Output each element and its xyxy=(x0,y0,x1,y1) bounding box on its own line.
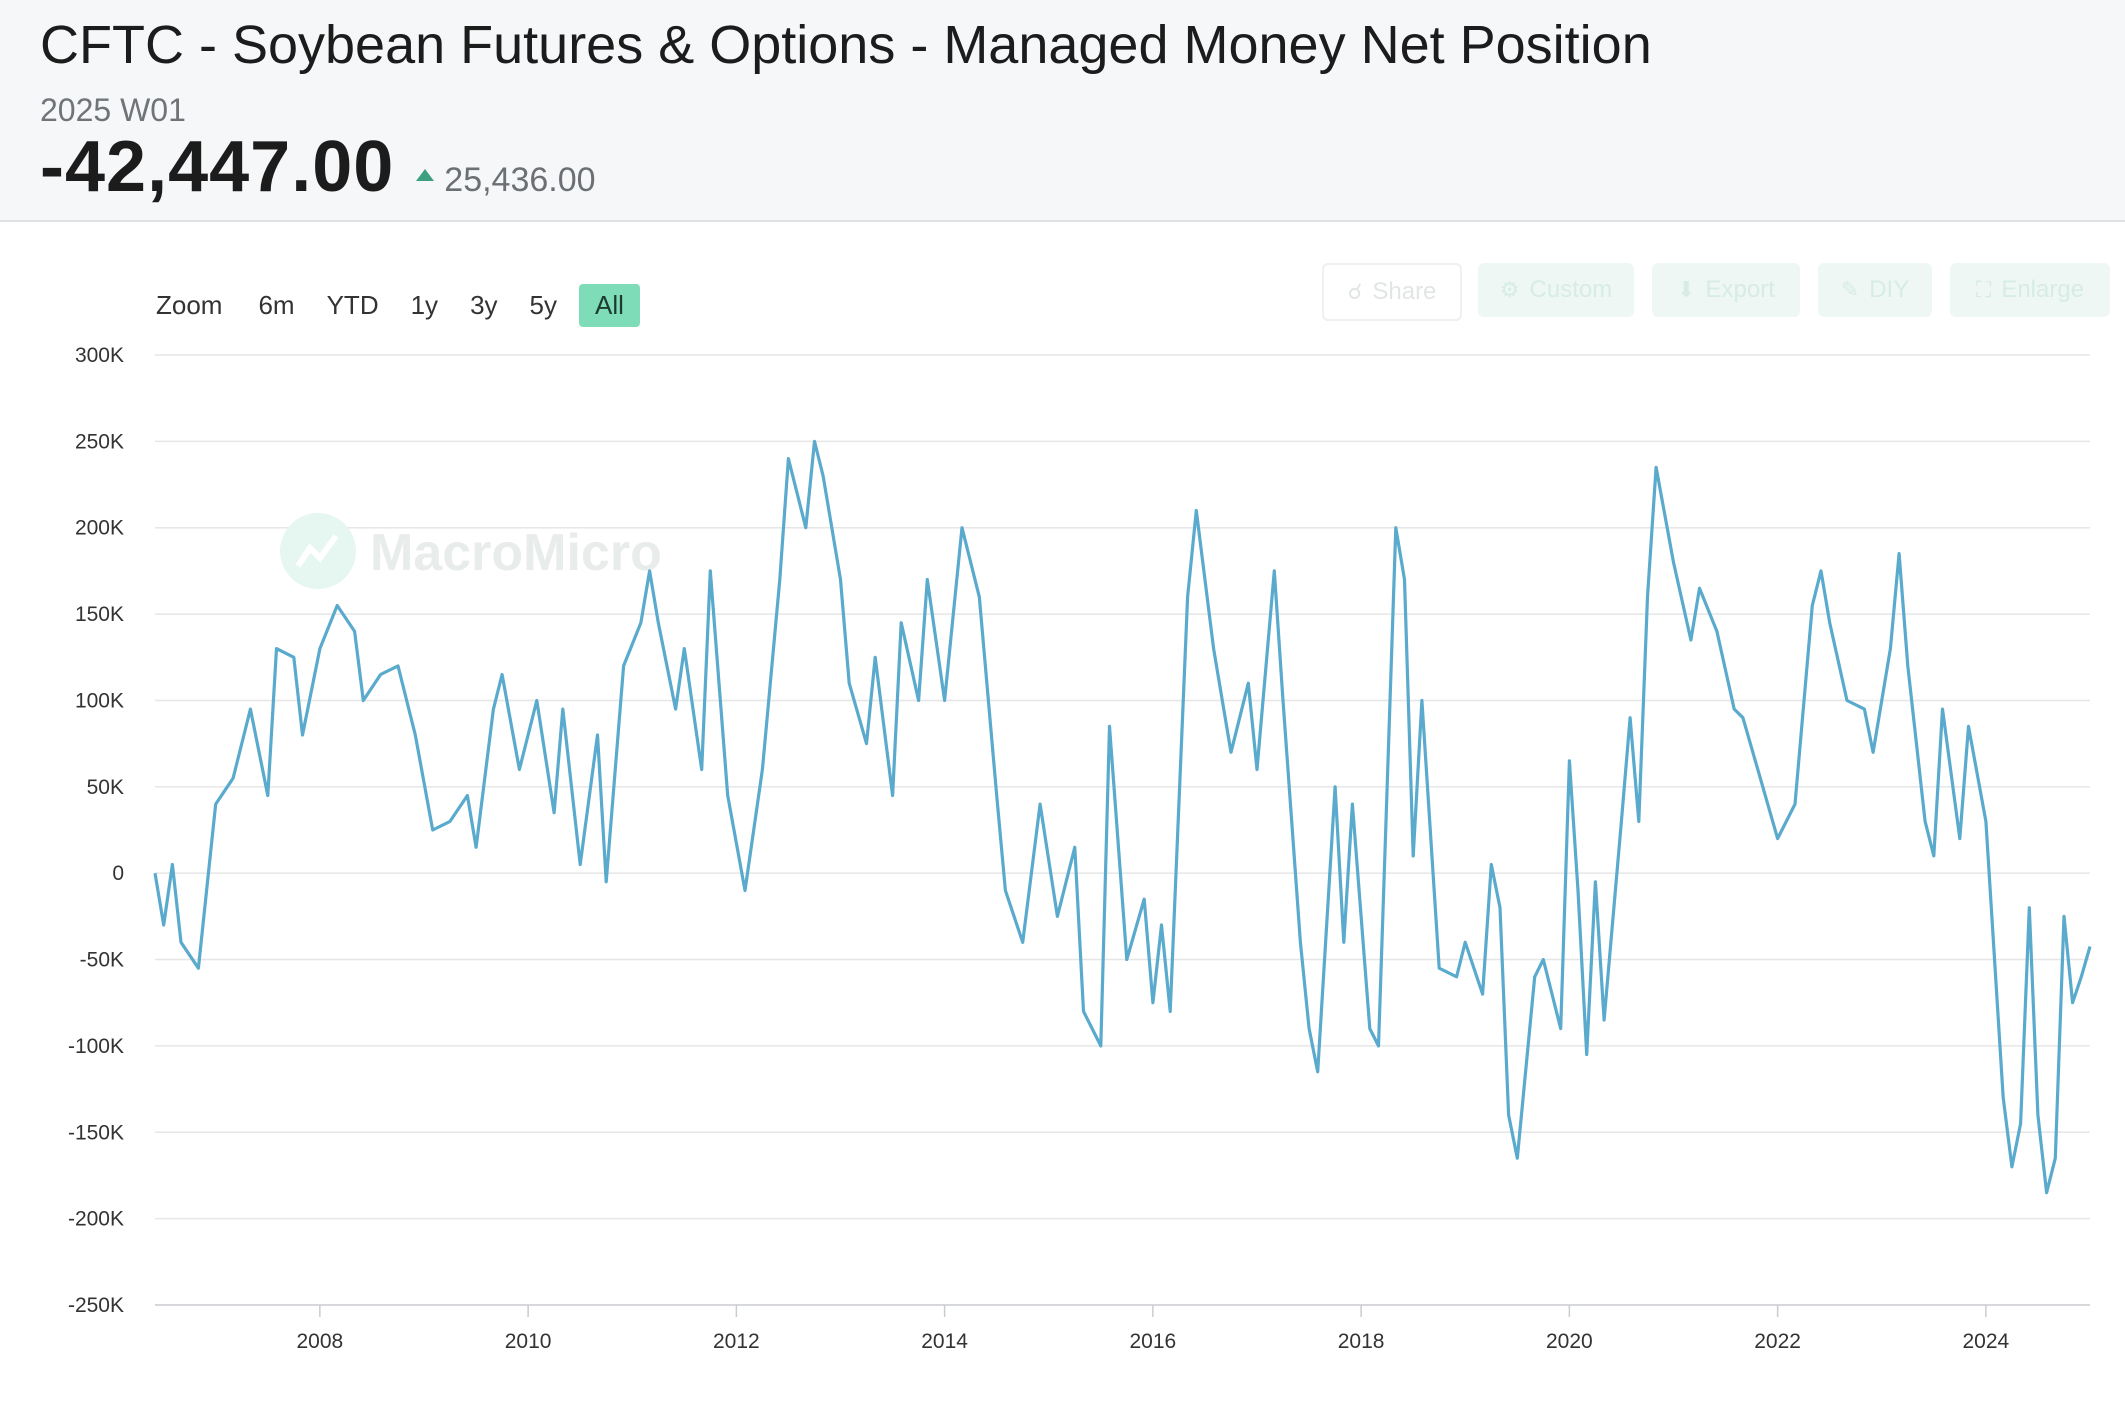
zoom-selector: Zoom 6m YTD 1y 3y 5y All xyxy=(156,283,652,327)
line-chart: MacroMicro 300K 250K 200K 150K 100K 50K 0 -50K -… xyxy=(68,344,2092,1353)
y-tick-label: 0 xyxy=(112,862,124,885)
grid-lines xyxy=(155,354,2090,1306)
value-row: -42,447.00 25,436.00 xyxy=(40,126,596,208)
zoom-1y-button[interactable]: 1y xyxy=(410,289,439,320)
series-line xyxy=(153,439,2092,1195)
export-button[interactable]: ⬇ Export xyxy=(1652,263,1800,317)
y-tick-label: -50K xyxy=(80,949,124,972)
logo-chart-icon xyxy=(295,534,339,568)
y-tick-label: 250K xyxy=(75,430,124,453)
x-tick-label: 2008 xyxy=(297,1330,344,1353)
zoom-3y-button[interactable]: 3y xyxy=(470,289,498,320)
y-tick-label: 300K xyxy=(75,344,124,367)
x-tick-label: 2014 xyxy=(921,1330,968,1353)
y-tick-label: 150K xyxy=(75,603,124,626)
y-tick-label: -100K xyxy=(68,1035,124,1058)
latest-value: -42,447.00 xyxy=(40,127,395,207)
share-button[interactable]: ☌ Share xyxy=(1322,263,1462,321)
change-value: 25,436.00 xyxy=(444,161,596,199)
y-tick-label: 100K xyxy=(75,689,124,712)
zoom-label: Zoom xyxy=(156,289,223,320)
share-label: Share xyxy=(1372,278,1437,305)
enlarge-button[interactable]: ⛶ Enlarge xyxy=(1950,263,2110,317)
watermark: MacroMicro xyxy=(280,513,662,589)
x-tick-label: 2024 xyxy=(1963,1330,2010,1353)
x-tick-label: 2010 xyxy=(505,1330,552,1353)
up-arrow-icon xyxy=(416,169,435,181)
enlarge-label: Enlarge xyxy=(2001,276,2085,303)
share-icon: ☌ xyxy=(1347,279,1363,304)
header: CFTC - Soybean Futures & Options - Manag… xyxy=(0,0,2125,222)
download-icon: ⬇ xyxy=(1677,277,1696,302)
expand-icon: ⛶ xyxy=(1975,277,1992,302)
zoom-6m-button[interactable]: 6m xyxy=(258,289,295,320)
x-tick-label: 2016 xyxy=(1130,1330,1177,1353)
y-tick-label: 50K xyxy=(87,776,124,799)
x-tick-label: 2020 xyxy=(1546,1330,1593,1353)
zoom-5y-button[interactable]: 5y xyxy=(529,289,557,320)
diy-label: DIY xyxy=(1869,276,1910,303)
y-tick-label: -200K xyxy=(68,1208,124,1231)
period-label: 2025 W01 xyxy=(40,92,186,128)
x-tick-label: 2012 xyxy=(713,1330,760,1353)
y-tick-label: -150K xyxy=(68,1121,124,1144)
x-tick-label: 2022 xyxy=(1754,1330,1801,1353)
gear-icon: ⚙ xyxy=(1499,277,1520,302)
zoom-ytd-button[interactable]: YTD xyxy=(326,289,379,320)
diy-button[interactable]: ✎ DIY xyxy=(1818,263,1932,317)
custom-label: Custom xyxy=(1529,276,1613,303)
x-axis: 2008 2010 2012 2014 2016 2018 2020 2022 2024 xyxy=(297,1305,2010,1353)
y-tick-label: -250K xyxy=(68,1294,124,1317)
x-tick-label: 2018 xyxy=(1338,1330,1385,1353)
macromicro-logo-icon xyxy=(280,513,356,589)
y-tick-label: 200K xyxy=(75,517,124,540)
watermark-text: MacroMicro xyxy=(370,524,662,582)
export-label: Export xyxy=(1705,276,1775,303)
page-title: CFTC - Soybean Futures & Options - Manag… xyxy=(40,15,1652,75)
custom-button[interactable]: ⚙ Custom xyxy=(1478,263,1634,317)
y-axis: 300K 250K 200K 150K 100K 50K 0 -50K -100K -150K -2… xyxy=(68,344,124,1317)
zoom-all-button[interactable]: All xyxy=(579,283,640,327)
pencil-icon: ✎ xyxy=(1840,277,1860,302)
